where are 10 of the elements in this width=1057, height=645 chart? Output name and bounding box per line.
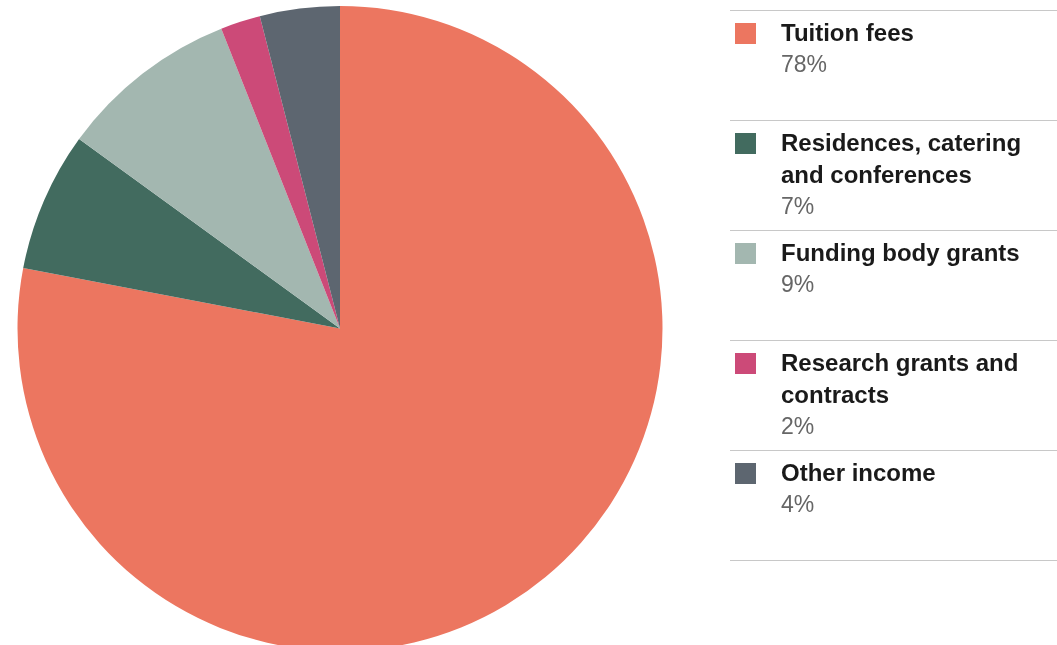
legend-label: Funding body grants: [781, 238, 1021, 268]
legend-label: Research grants and contracts: [781, 348, 1020, 410]
data-label: 9%: [781, 270, 815, 299]
data-label: 78%: [781, 50, 828, 79]
legend-label: Other income: [781, 458, 937, 488]
data-label: 7%: [781, 192, 815, 221]
legend-label: Tuition fees: [781, 18, 915, 48]
data-label: 4%: [781, 490, 815, 519]
data-label: 2%: [781, 412, 815, 441]
legend-label: Residences, catering and conferences: [781, 128, 1023, 190]
